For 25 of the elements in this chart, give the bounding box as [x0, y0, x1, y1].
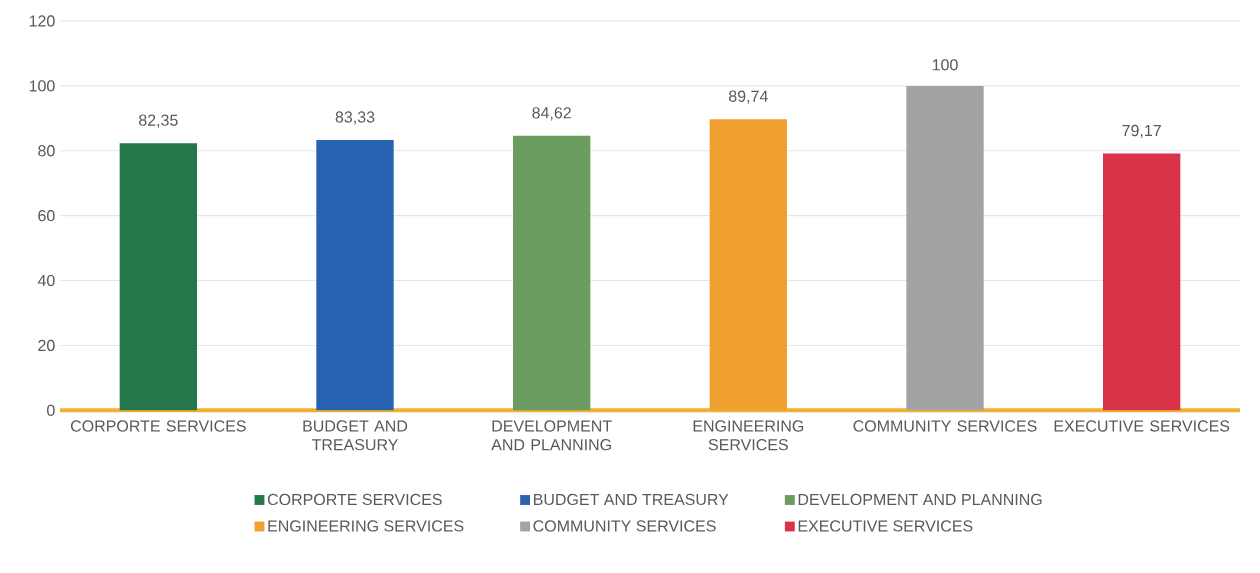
y-tick-label: 40 [37, 274, 55, 287]
y-tick-label: 80 [38, 145, 55, 157]
data-label: 82,35 [139, 114, 178, 128]
x-tick-label: CORPORTE SERVICES [70, 420, 246, 432]
data-label: 89,74 [729, 90, 768, 104]
legend-label: BUDGET AND TREASURY [534, 493, 729, 506]
legend-label: CORPORTE SERVICES [267, 493, 442, 506]
x-tick-label: BUDGET AND TREASURY [303, 420, 408, 451]
data-label: 100 [932, 59, 958, 71]
x-tick-label: ENGINEERING SERVICES [693, 420, 804, 451]
legend-label: DEVELOPMENT AND PLANNING [798, 493, 1042, 506]
legend-label: ENGINEERING SERVICES [268, 520, 464, 532]
y-tick-label: 20 [38, 339, 55, 352]
legend-label: EXECUTIVE SERVICES [798, 520, 973, 532]
data-label: 83,33 [335, 111, 375, 125]
x-tick-label: DEVELOPMENT AND PLANNING [491, 420, 612, 451]
x-tick-label: EXECUTIVE SERVICES [1054, 420, 1230, 432]
data-label: 84,62 [532, 107, 571, 121]
y-tick-label: 0 [47, 404, 55, 416]
data-label: 79,17 [1122, 124, 1161, 139]
legend-label: COMMUNITY SERVICES [533, 520, 716, 532]
y-tick-label: 100 [29, 80, 55, 92]
x-tick-label: COMMUNITY SERVICES [853, 420, 1037, 432]
y-tick-label: 60 [38, 210, 55, 222]
y-tick-label: 120 [29, 15, 55, 27]
